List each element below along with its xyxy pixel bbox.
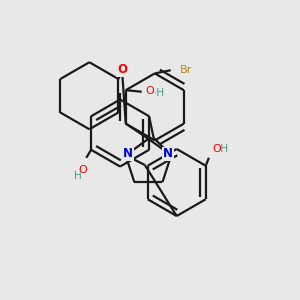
Text: O: O: [79, 165, 88, 175]
Text: Br: Br: [180, 65, 193, 75]
Text: N: N: [163, 147, 173, 160]
Text: ·H: ·H: [154, 88, 165, 98]
Text: O: O: [117, 63, 127, 76]
Text: O: O: [212, 144, 221, 154]
Text: ·H: ·H: [218, 144, 229, 154]
Text: O: O: [146, 86, 154, 96]
Text: N: N: [123, 147, 133, 160]
Text: H: H: [74, 171, 82, 181]
